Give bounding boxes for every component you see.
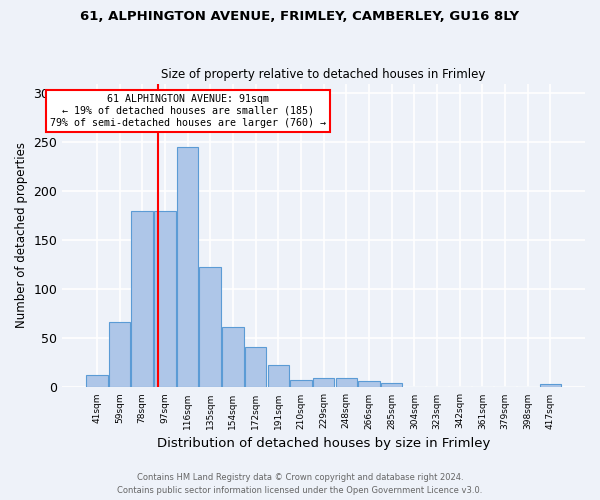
Title: Size of property relative to detached houses in Frimley: Size of property relative to detached ho… — [161, 68, 486, 81]
Bar — [109, 322, 130, 388]
Text: 61 ALPHINGTON AVENUE: 91sqm
← 19% of detached houses are smaller (185)
79% of se: 61 ALPHINGTON AVENUE: 91sqm ← 19% of det… — [50, 94, 326, 128]
Bar — [86, 374, 107, 388]
Text: 61, ALPHINGTON AVENUE, FRIMLEY, CAMBERLEY, GU16 8LY: 61, ALPHINGTON AVENUE, FRIMLEY, CAMBERLE… — [80, 10, 520, 23]
Bar — [222, 326, 244, 388]
Bar — [199, 267, 221, 388]
Bar — [268, 365, 289, 388]
Bar — [245, 347, 266, 388]
Text: Contains HM Land Registry data © Crown copyright and database right 2024.
Contai: Contains HM Land Registry data © Crown c… — [118, 474, 482, 495]
Bar — [313, 378, 334, 388]
Bar — [539, 384, 561, 388]
Bar — [381, 382, 403, 388]
Bar — [335, 378, 357, 388]
Bar — [358, 380, 380, 388]
Y-axis label: Number of detached properties: Number of detached properties — [15, 142, 28, 328]
Bar — [177, 148, 199, 388]
Bar — [154, 211, 176, 388]
Bar — [290, 380, 312, 388]
X-axis label: Distribution of detached houses by size in Frimley: Distribution of detached houses by size … — [157, 437, 490, 450]
Bar — [131, 211, 153, 388]
